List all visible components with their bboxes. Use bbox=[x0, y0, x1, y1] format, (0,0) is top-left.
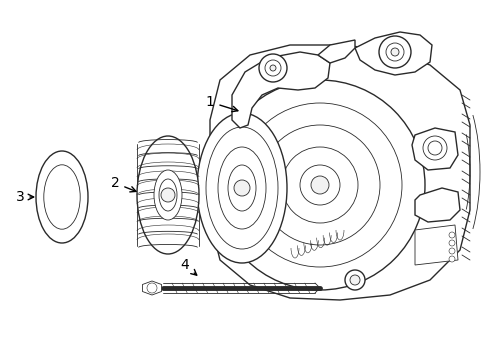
Circle shape bbox=[428, 141, 442, 155]
Text: 2: 2 bbox=[111, 176, 136, 192]
Circle shape bbox=[449, 240, 455, 246]
Circle shape bbox=[300, 165, 340, 205]
Circle shape bbox=[345, 270, 365, 290]
Circle shape bbox=[449, 248, 455, 254]
Ellipse shape bbox=[154, 170, 182, 220]
Ellipse shape bbox=[218, 147, 266, 229]
Polygon shape bbox=[412, 128, 458, 170]
Circle shape bbox=[449, 232, 455, 238]
Polygon shape bbox=[210, 45, 470, 300]
Circle shape bbox=[265, 60, 281, 76]
Circle shape bbox=[391, 48, 399, 56]
Text: 4: 4 bbox=[181, 258, 196, 275]
Circle shape bbox=[270, 65, 276, 71]
Polygon shape bbox=[415, 188, 460, 222]
Ellipse shape bbox=[44, 165, 80, 229]
Text: 3: 3 bbox=[16, 190, 34, 204]
Circle shape bbox=[238, 103, 402, 267]
Ellipse shape bbox=[206, 127, 278, 249]
Polygon shape bbox=[143, 281, 162, 295]
Circle shape bbox=[260, 125, 380, 245]
Circle shape bbox=[423, 136, 447, 160]
Circle shape bbox=[311, 176, 329, 194]
Circle shape bbox=[386, 43, 404, 61]
Circle shape bbox=[147, 283, 157, 293]
Circle shape bbox=[259, 54, 287, 82]
Polygon shape bbox=[318, 40, 355, 63]
Circle shape bbox=[379, 36, 411, 68]
Ellipse shape bbox=[197, 113, 287, 263]
Circle shape bbox=[161, 188, 175, 202]
Text: 1: 1 bbox=[206, 95, 238, 112]
Ellipse shape bbox=[36, 151, 88, 243]
Circle shape bbox=[234, 180, 250, 196]
Ellipse shape bbox=[228, 165, 256, 211]
Polygon shape bbox=[232, 52, 330, 128]
Ellipse shape bbox=[159, 179, 177, 211]
Polygon shape bbox=[355, 32, 432, 75]
Circle shape bbox=[282, 147, 358, 223]
Circle shape bbox=[449, 256, 455, 262]
Circle shape bbox=[215, 80, 425, 290]
Polygon shape bbox=[415, 225, 458, 265]
Ellipse shape bbox=[137, 136, 199, 254]
Circle shape bbox=[350, 275, 360, 285]
